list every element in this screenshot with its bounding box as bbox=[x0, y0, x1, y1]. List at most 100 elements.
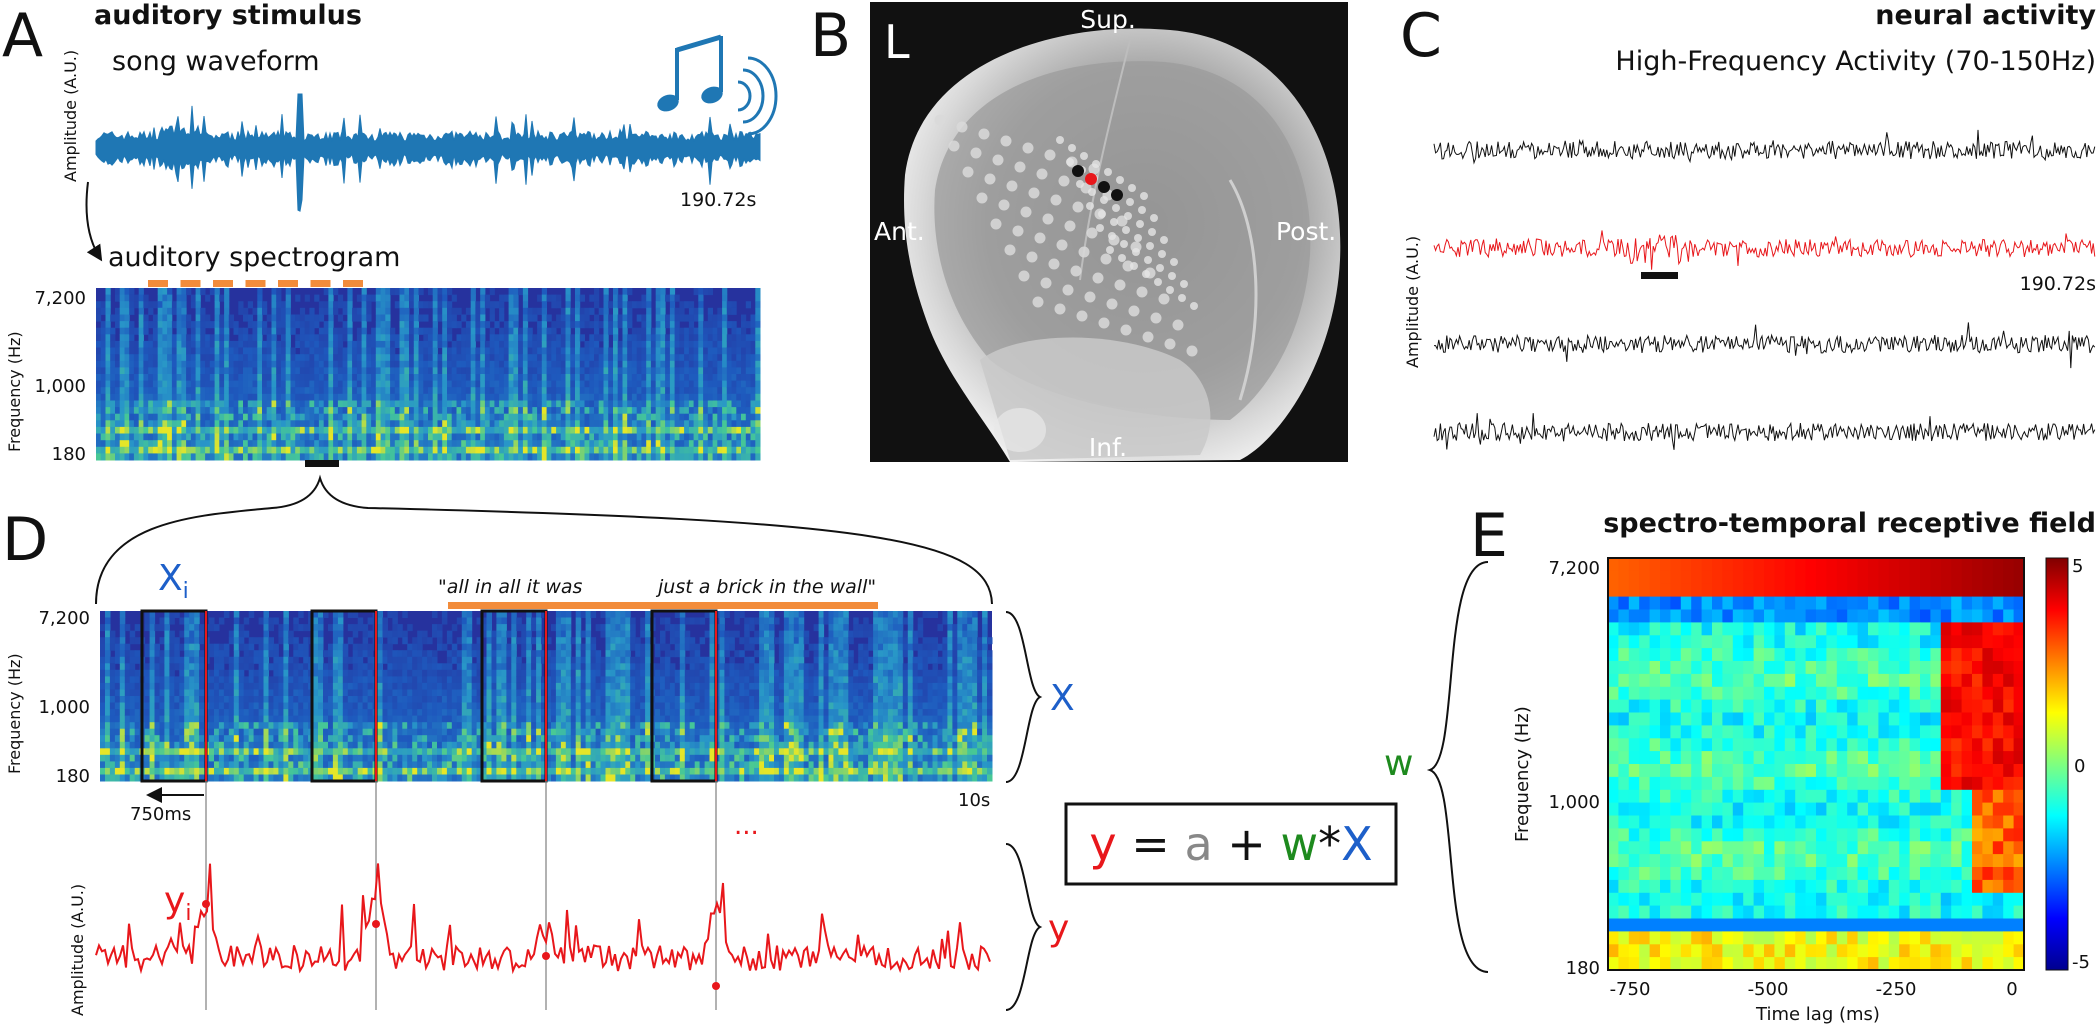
electrode bbox=[1164, 338, 1176, 350]
strf-cell bbox=[1649, 648, 1661, 662]
strf-cell bbox=[1732, 867, 1744, 881]
strf-cell bbox=[1920, 622, 1931, 636]
strf-cell bbox=[1701, 583, 1713, 598]
strf-cell bbox=[1805, 661, 1817, 675]
strf-cell bbox=[2013, 699, 2025, 714]
strf-cell bbox=[1743, 764, 1755, 778]
strf-cell bbox=[1660, 712, 1671, 726]
strf-cell bbox=[1940, 854, 1952, 868]
strf-freq-tick-180: 180 bbox=[1566, 958, 1600, 979]
strf-cell bbox=[1920, 596, 1931, 611]
strf-cell bbox=[1764, 789, 1775, 804]
strf-cell bbox=[2003, 570, 2015, 585]
strf-cell bbox=[1628, 635, 1640, 649]
strf-cell bbox=[1888, 854, 1900, 868]
electrode bbox=[1150, 214, 1158, 222]
strf-cell bbox=[1795, 583, 1807, 598]
strf-cell bbox=[1722, 661, 1734, 675]
strf-cell bbox=[1670, 802, 1682, 817]
strf-frame bbox=[1607, 557, 2025, 971]
strf-cell bbox=[1847, 751, 1859, 765]
strf-cell bbox=[1660, 905, 1671, 920]
strf-cell bbox=[1961, 635, 1973, 649]
strf-x-tick-750: -750 bbox=[1610, 979, 1651, 1000]
strf-cell bbox=[1816, 905, 1827, 920]
strf-cell bbox=[1774, 944, 1786, 958]
strf-cell bbox=[1940, 699, 1952, 714]
strf-cell bbox=[1628, 648, 1640, 662]
strf-cell bbox=[1701, 609, 1713, 623]
strf-cell bbox=[1618, 725, 1630, 739]
strf-cell bbox=[1857, 648, 1869, 662]
strf-cell bbox=[1888, 776, 1900, 791]
strf-cell bbox=[1920, 854, 1931, 868]
strf-cell bbox=[1743, 931, 1755, 945]
strf-cell bbox=[1951, 828, 1963, 842]
strf-cell bbox=[1868, 828, 1879, 842]
panel-c-title: neural activity bbox=[1875, 0, 2096, 31]
strf-cell bbox=[1930, 918, 1942, 932]
strf-cell bbox=[1795, 570, 1807, 585]
strf-cell bbox=[1743, 776, 1755, 791]
strf-cell bbox=[1940, 558, 1952, 572]
strf-cell bbox=[1888, 712, 1900, 726]
strf-cell bbox=[1649, 815, 1661, 829]
strf-cell bbox=[1712, 918, 1723, 932]
electrode bbox=[1136, 220, 1144, 228]
strf-cell bbox=[1691, 828, 1703, 842]
strf-cell bbox=[1992, 918, 2004, 932]
strf-cell bbox=[1930, 686, 1942, 701]
strf-cell bbox=[1795, 648, 1807, 662]
strf-cell bbox=[1670, 673, 1682, 688]
electrode bbox=[1138, 206, 1146, 214]
strf-cell bbox=[1857, 764, 1869, 778]
strf-cell bbox=[1951, 635, 1963, 649]
yi-label: yi bbox=[164, 880, 191, 926]
strf-cell bbox=[1816, 635, 1827, 649]
strf-cell bbox=[1712, 686, 1723, 701]
strf-cell bbox=[1701, 918, 1713, 932]
strf-cell bbox=[1805, 751, 1817, 765]
strf-cell bbox=[1691, 725, 1703, 739]
electrode bbox=[1068, 144, 1076, 152]
strf-cell bbox=[1961, 751, 1973, 765]
strf-cell bbox=[2003, 776, 2015, 791]
strf-cell bbox=[1743, 558, 1755, 572]
strf-cell bbox=[1628, 841, 1640, 855]
strf-cell bbox=[1784, 558, 1796, 572]
strf-cell bbox=[1701, 738, 1713, 752]
strf-cell bbox=[1940, 944, 1952, 958]
strf-cell bbox=[1930, 738, 1942, 752]
strf-cell bbox=[1826, 841, 1838, 855]
strf-cell bbox=[1784, 944, 1796, 958]
strf-cell bbox=[2003, 854, 2015, 868]
strf-cell bbox=[1670, 686, 1682, 701]
strf-cell bbox=[1712, 828, 1723, 842]
electrode bbox=[1022, 142, 1034, 154]
strf-cell bbox=[1836, 828, 1848, 842]
strf-cell bbox=[1972, 815, 1983, 829]
strf-cell bbox=[1795, 892, 1807, 907]
strf-cell bbox=[1753, 570, 1765, 585]
electrode bbox=[1122, 260, 1134, 272]
strf-cell bbox=[1826, 725, 1838, 739]
strf-cell bbox=[1639, 841, 1651, 855]
strf-cell bbox=[1878, 725, 1890, 739]
strf-cell bbox=[2013, 789, 2025, 804]
strf-cell bbox=[1743, 725, 1755, 739]
strf-cell bbox=[1795, 661, 1807, 675]
strf-cell bbox=[2003, 635, 2015, 649]
strf-cell bbox=[1660, 879, 1671, 894]
strf-cell bbox=[1930, 879, 1942, 894]
strf-cell bbox=[1660, 764, 1671, 778]
electrode bbox=[934, 114, 946, 126]
strf-cell bbox=[1680, 661, 1692, 675]
strf-cell bbox=[1784, 686, 1796, 701]
strf-cell bbox=[1753, 789, 1765, 804]
strf-cell bbox=[1982, 905, 1994, 920]
strf-cell bbox=[1764, 905, 1775, 920]
strf-cell bbox=[1836, 738, 1848, 752]
strf-cell bbox=[1701, 841, 1713, 855]
strf-cell bbox=[1920, 892, 1931, 907]
strf-cell bbox=[1961, 879, 1973, 894]
